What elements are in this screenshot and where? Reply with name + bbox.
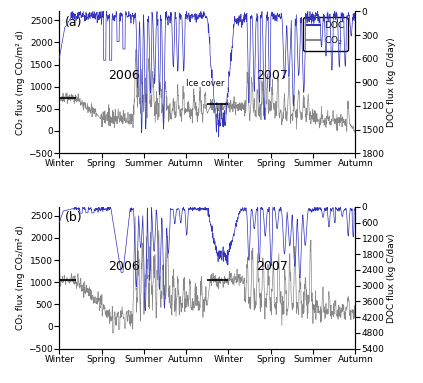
Text: 2006: 2006 — [108, 69, 140, 82]
Text: (a): (a) — [65, 16, 82, 29]
Text: (b): (b) — [65, 211, 83, 224]
Text: 2007: 2007 — [256, 69, 288, 82]
Y-axis label: DOC flux (kg C/day): DOC flux (kg C/day) — [387, 38, 396, 127]
Y-axis label: DOC flux (kg C/dav): DOC flux (kg C/dav) — [387, 233, 396, 322]
Legend: DOC, CO$_2$: DOC, CO$_2$ — [303, 17, 348, 51]
Text: 2007: 2007 — [256, 260, 288, 273]
Y-axis label: CO₂ flux (mg CO₂/m² d): CO₂ flux (mg CO₂/m² d) — [16, 30, 25, 135]
Y-axis label: CO₂ flux (mg CO₂/m² d): CO₂ flux (mg CO₂/m² d) — [16, 225, 25, 330]
Text: 2006: 2006 — [108, 260, 140, 273]
Text: Ice cover: Ice cover — [186, 79, 225, 88]
